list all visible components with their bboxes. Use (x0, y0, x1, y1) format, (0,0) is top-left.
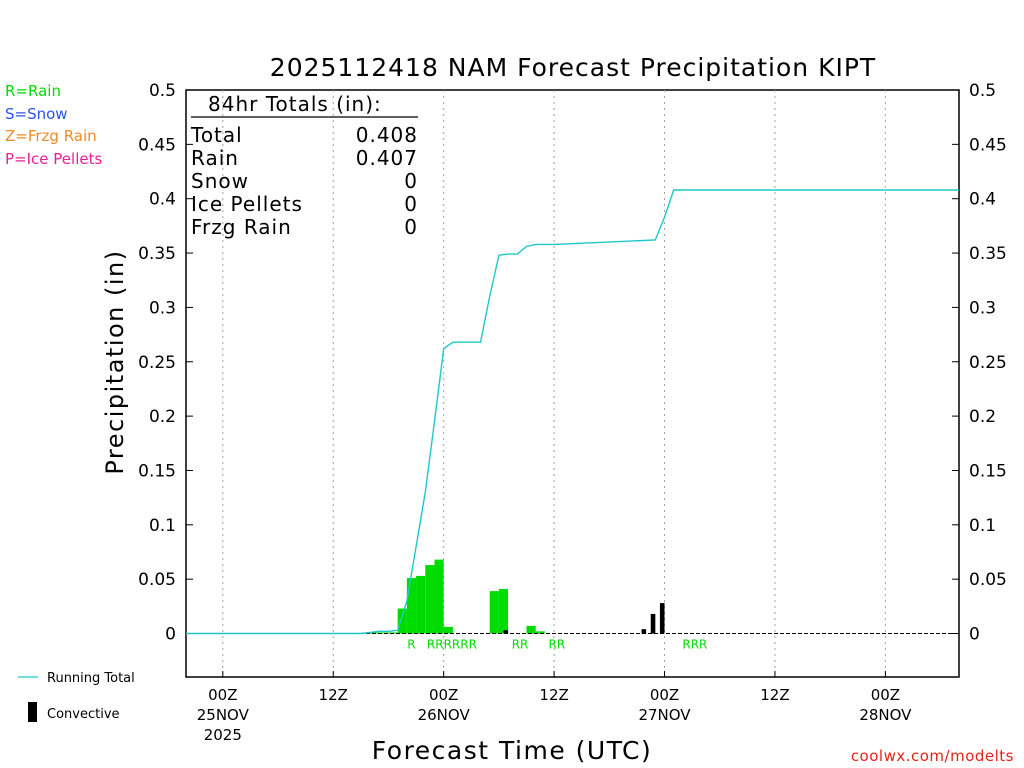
convective-bar (503, 630, 509, 634)
y-tick-label-left: 0.05 (138, 570, 176, 590)
precip-type-marker: RR (549, 638, 566, 652)
precip-bar (379, 632, 389, 634)
precip-type-marker: RR (512, 638, 529, 652)
totals-label-total: Total (190, 123, 243, 147)
precip-type-marker: RRRRRR (427, 638, 477, 652)
x-axis: 00Z 25NOV 2025 12Z 00Z 26NOV 12Z 00Z 27NOV 12Z 00Z… (197, 671, 912, 744)
precip-bar (388, 632, 398, 634)
legend-ice-pellets: P=Ice Pellets (5, 150, 102, 168)
totals-value-snow: 0 (404, 169, 418, 193)
legend-snow: S=Snow (5, 105, 68, 123)
totals-label-rain: Rain (191, 146, 239, 170)
legend-convective-swatch (28, 702, 37, 722)
totals-value-ice-pellets: 0 (404, 192, 418, 216)
y-tick-label-right: 0.35 (969, 244, 1007, 264)
y-tick-label-right: 0.45 (969, 135, 1007, 155)
y-axis-label: Precipitation (in) (101, 249, 129, 474)
y-tick-label-right: 0.05 (969, 570, 1007, 590)
precip-bar (416, 575, 426, 634)
x-tick-label: 00Z (429, 686, 458, 704)
legend-rain: R=Rain (5, 82, 61, 100)
precip-type-legend: R=Rain S=Snow Z=Frzg Rain P=Ice Pellets (5, 82, 102, 168)
x-tick-date: 28NOV (859, 706, 912, 724)
totals-box: 84hr Totals (in): Total 0.408 Rain 0.407… (190, 92, 418, 239)
precip-bar (535, 631, 545, 634)
precip-bar (397, 608, 407, 634)
x-tick-date: 25NOV (197, 706, 250, 724)
y-tick-label-left: 0.3 (149, 298, 176, 318)
y-tick-label-right: 0 (969, 625, 980, 645)
plot-frame (185, 89, 960, 678)
y-tick-label-right: 0.1 (969, 516, 996, 536)
footer-credit: coolwx.com/modelts (851, 747, 1014, 765)
precip-bar (443, 626, 453, 634)
x-tick-date: 27NOV (638, 706, 691, 724)
y-axis-left: 0 0.05 0.1 0.15 0.2 0.25 0.3 0.35 0.4 0.45 0.5 (138, 81, 193, 645)
precip-bar (489, 591, 499, 634)
convective-bar (650, 613, 656, 634)
precip-bar (434, 559, 444, 634)
y-tick-label-left: 0 (165, 625, 176, 645)
legend-convective-label: Convective (47, 707, 120, 722)
precip-type-marker: RRR (682, 638, 707, 652)
totals-value-frzg-rain: 0 (404, 215, 418, 239)
x-axis-label: Forecast Time (UTC) (372, 736, 652, 765)
y-tick-label-left: 0.1 (149, 516, 176, 536)
precip-bar (370, 632, 380, 634)
y-tick-label-right: 0.3 (969, 298, 996, 318)
totals-label-snow: Snow (191, 169, 249, 193)
legend-frzg-rain: Z=Frzg Rain (5, 127, 97, 145)
running-total-line (186, 189, 959, 635)
x-tick-date: 26NOV (418, 706, 471, 724)
y-tick-label-left: 0.4 (149, 190, 176, 210)
x-tick-label: 12Z (760, 686, 789, 704)
series-legend: Running Total Convective (18, 671, 135, 722)
totals-value-rain: 0.407 (356, 146, 418, 170)
y-tick-label-left: 0.25 (138, 353, 176, 373)
legend-running-total-label: Running Total (47, 671, 135, 686)
x-tick-label: 12Z (539, 686, 568, 704)
x-tick-label: 00Z (871, 686, 900, 704)
x-tick-year: 2025 (204, 726, 242, 744)
y-tick-label-right: 0.4 (969, 190, 996, 210)
type-markers: R RRRRRR RR RR RRR (407, 638, 707, 652)
y-tick-label-right: 0.5 (969, 81, 996, 101)
precip-bars (370, 559, 665, 634)
y-tick-label-left: 0.35 (138, 244, 176, 264)
y-tick-label-left: 0.15 (138, 461, 176, 481)
convective-bar (659, 603, 665, 634)
precip-type-marker: R (407, 638, 415, 652)
totals-value-total: 0.408 (356, 123, 418, 147)
y-tick-label-right: 0.25 (969, 353, 1007, 373)
totals-label-frzg-rain: Frzg Rain (191, 215, 292, 239)
convective-bar (641, 629, 647, 634)
precip-bar (526, 625, 536, 634)
y-tick-label-left: 0.45 (138, 135, 176, 155)
y-axis-right: 0 0.05 0.1 0.15 0.2 0.25 0.3 0.35 0.4 0.45 0.5 (952, 81, 1007, 645)
y-tick-label-right: 0.15 (969, 461, 1007, 481)
precip-bar (425, 565, 435, 634)
x-tick-label: 00Z (650, 686, 679, 704)
totals-header: 84hr Totals (in): (208, 92, 382, 116)
y-tick-label-left: 0.2 (149, 407, 176, 427)
x-tick-label: 00Z (208, 686, 237, 704)
chart-title: 2025112418 NAM Forecast Precipitation KI… (270, 53, 876, 82)
precip-bar (406, 578, 417, 634)
vertical-gridlines (222, 90, 886, 677)
y-tick-label-left: 0.5 (149, 81, 176, 101)
y-tick-label-right: 0.2 (969, 407, 996, 427)
x-tick-label: 12Z (319, 686, 348, 704)
precip-bar (498, 588, 509, 634)
totals-label-ice-pellets: Ice Pellets (191, 192, 303, 216)
